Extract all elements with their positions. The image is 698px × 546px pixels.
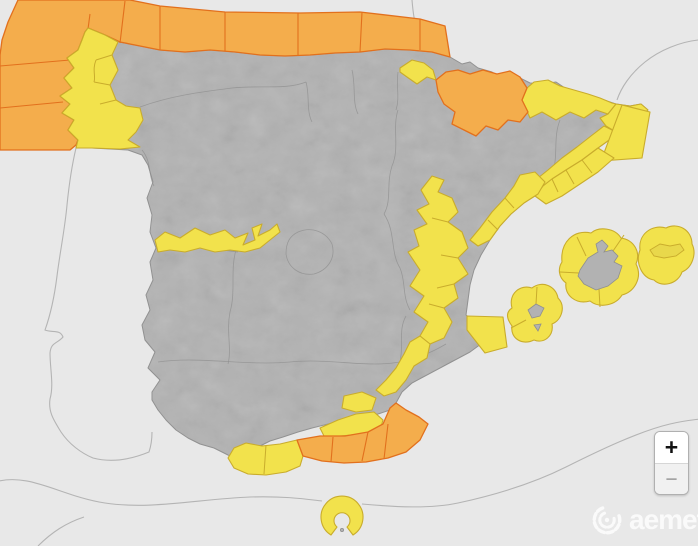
aemet-logo-text: aemet bbox=[629, 504, 698, 535]
menorca-island bbox=[649, 243, 685, 259]
warning-zones-yellow[interactable] bbox=[59, 27, 651, 476]
balearic-warning-rings[interactable] bbox=[506, 225, 695, 343]
catalonia-offshore-yellow-zone[interactable] bbox=[600, 104, 651, 162]
melilla-warning-ring[interactable] bbox=[320, 495, 364, 536]
province-borders bbox=[139, 69, 561, 365]
melilla-city bbox=[339, 528, 344, 533]
aemet-logo: aemet bbox=[590, 503, 698, 537]
warning-zones-orange[interactable] bbox=[296, 69, 529, 464]
ibiza-island bbox=[527, 303, 545, 319]
basque-coast-yellow-zone[interactable] bbox=[399, 59, 437, 85]
granada-coast-yellow-zone-a[interactable] bbox=[341, 391, 377, 413]
portugal-coastline bbox=[44, 147, 153, 461]
formentera-island bbox=[533, 323, 542, 332]
zoom-out-button[interactable]: − bbox=[655, 463, 688, 494]
france-mediterranean-coastline bbox=[616, 39, 698, 101]
murcia-yellow-zone[interactable] bbox=[375, 335, 431, 397]
castellon-coast-yellow-band[interactable] bbox=[469, 171, 546, 247]
central-system-yellow-zone[interactable] bbox=[154, 223, 281, 253]
alicante-offshore-yellow-zone[interactable] bbox=[466, 315, 508, 354]
zoom-control: + − bbox=[654, 431, 689, 495]
galicia-yellow-zone[interactable] bbox=[59, 27, 144, 150]
africa-coastline bbox=[0, 418, 698, 546]
mallorca-island bbox=[577, 239, 623, 291]
zoom-in-button[interactable]: + bbox=[655, 432, 688, 463]
navarra-orange-zone[interactable] bbox=[435, 69, 529, 137]
tarragona-coast-yellow-band[interactable] bbox=[534, 147, 615, 205]
south-coast-orange-band[interactable] bbox=[296, 402, 429, 464]
aemet-swirl-icon bbox=[592, 506, 622, 535]
iberian-system-yellow-zone[interactable] bbox=[407, 175, 469, 345]
